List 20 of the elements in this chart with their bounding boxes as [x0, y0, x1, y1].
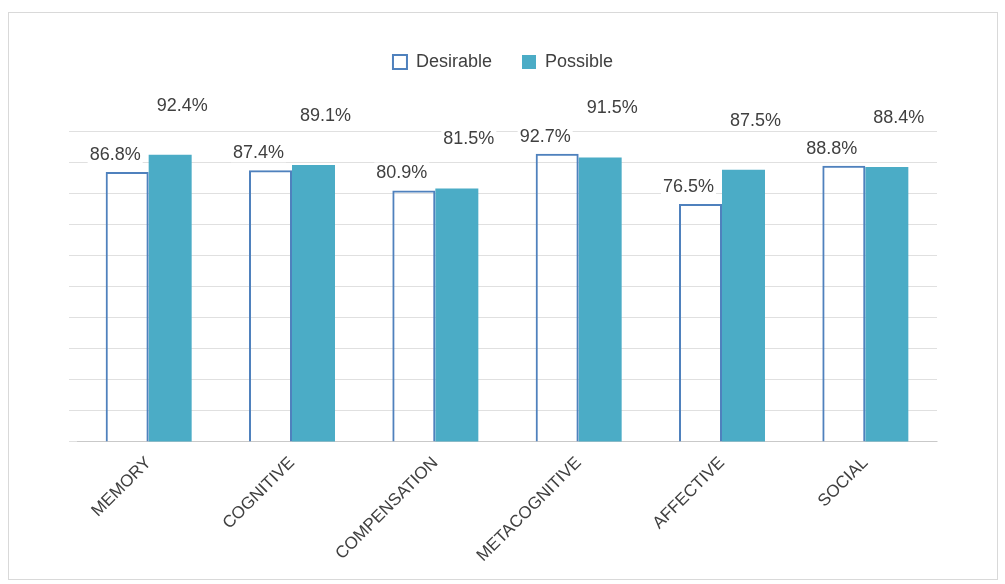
bar: [722, 169, 765, 442]
data-label: 80.9%: [376, 162, 428, 183]
bar: [292, 164, 335, 442]
bar: [865, 167, 909, 442]
data-label: 88.4%: [873, 107, 925, 128]
legend-label: Possible: [545, 50, 614, 71]
data-label: 86.8%: [89, 144, 141, 165]
data-label: 92.7%: [519, 125, 571, 146]
data-label: 92.4%: [156, 94, 208, 115]
bar: [435, 188, 479, 442]
bar: [578, 157, 622, 442]
data-label: 81.5%: [443, 128, 495, 149]
legend-label: Desirable: [415, 50, 493, 71]
data-label: 88.8%: [806, 137, 858, 158]
data-label: 89.1%: [299, 104, 352, 125]
bar: [148, 154, 192, 442]
data-label: 87.4%: [232, 142, 285, 163]
data-label: 76.5%: [662, 176, 715, 197]
data-label: 87.5%: [729, 109, 782, 130]
data-label: 91.5%: [586, 97, 638, 118]
